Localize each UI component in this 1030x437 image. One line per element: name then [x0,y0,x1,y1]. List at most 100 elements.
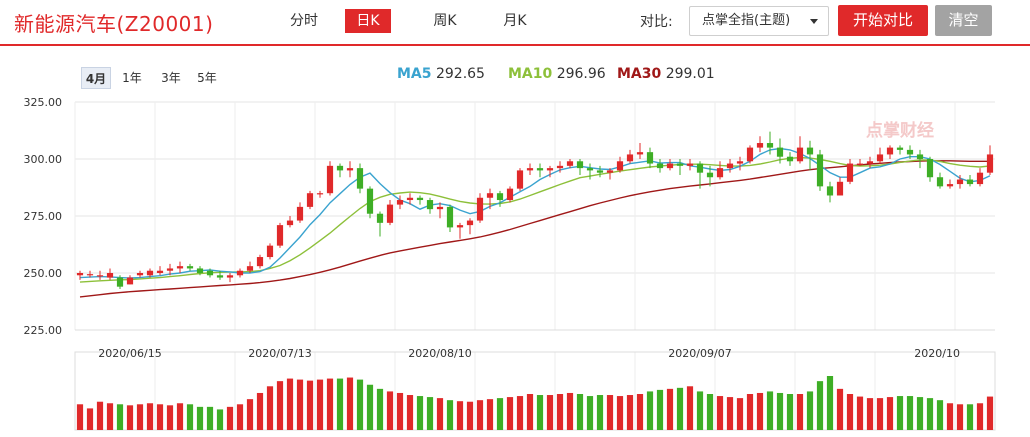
ma10-key: MA10 [508,66,553,82]
candle-body [806,147,814,155]
candle-body [106,273,114,278]
candlestick [596,165,604,178]
candle-body [76,273,84,276]
x-tick-label: 2020/06/15 [98,347,161,360]
x-tick-label: 2020/09/07 [668,347,731,360]
volume-bar [426,397,434,430]
volume-bar [836,388,844,430]
candlestick [986,145,994,175]
volume-bar [886,397,894,430]
candlestick [676,159,684,175]
candlestick [116,275,124,289]
candlestick [716,161,724,180]
candle-body [526,168,534,171]
candlestick [236,268,244,278]
candlestick [76,270,84,280]
candlestick [606,168,614,180]
candle-body [326,165,334,194]
volume-bar [906,396,914,430]
candle-body [466,220,474,226]
candle-body [236,270,244,276]
candle-body [536,168,544,171]
candle-body [796,147,804,162]
candle-body [136,273,144,276]
volume-bar [606,395,614,430]
candle-body [826,186,834,196]
candlestick [906,145,914,159]
volume-bar [156,404,164,430]
candle-body [356,168,364,189]
range-tab-3y[interactable]: 3年 [161,71,181,85]
candlestick [886,145,894,159]
candle-body [566,161,574,166]
candlestick [636,143,644,159]
candle-body [956,179,964,185]
volume-bar [676,387,684,430]
tab-period-timeshare[interactable]: 分时 [290,13,318,29]
tab-period-monthly-k[interactable]: 月K [503,13,527,29]
candlestick [316,190,324,198]
candle-body [456,225,464,228]
candlestick [486,188,494,210]
volume-bar [346,377,354,430]
ma5-legend: MA5 292.65 [397,66,485,82]
candle-body [406,197,414,201]
candlestick [546,165,554,178]
volume-bar [796,394,804,430]
candle-body [276,225,284,246]
candle-body [476,197,484,221]
candlestick [456,222,464,239]
candle-body [96,275,104,277]
candlestick [626,149,634,164]
clear-button[interactable]: 清空 [935,5,992,36]
candle-body [896,147,904,150]
tab-period-weekly-k[interactable]: 周K [433,13,457,29]
candle-body [836,181,844,196]
candle-body [636,152,644,155]
candlestick [126,275,134,285]
candle-body [246,266,254,271]
x-tick-label: 2020/08/10 [408,347,471,360]
candle-body [436,206,444,210]
candlestick [736,156,744,171]
tab-period-daily-k[interactable]: 日K [345,9,391,33]
candle-body [946,184,954,187]
volume-bar [226,406,234,430]
candlestick [706,165,714,187]
candle-body [86,274,94,276]
candlestick [196,266,204,276]
candlestick [366,186,374,219]
volume-bar [326,378,334,430]
volume-bar [436,398,444,430]
start-compare-button[interactable]: 开始对比 [838,5,928,36]
candle-body [746,147,754,162]
volume-bar [916,397,924,430]
range-tab-1y[interactable]: 1年 [122,71,142,85]
candle-body [686,163,694,166]
compare-index-select[interactable]: 点掌全指(主题) [689,6,829,36]
ma10-legend: MA10 296.96 [508,66,606,82]
candlestick [466,218,474,235]
volume-bar [706,394,714,430]
volume-bar [546,395,554,430]
candle-body [396,200,404,205]
candlestick [226,273,234,283]
candle-body [776,147,784,157]
ma5-value: 292.65 [435,66,485,82]
candlestick [936,172,944,189]
candle-body [706,172,714,178]
volume-bar [306,380,314,430]
candlestick [446,204,454,232]
range-tab-5y[interactable]: 5年 [197,71,217,85]
candlestick [846,159,854,185]
candlestick [396,195,404,210]
candle-body [786,156,794,162]
range-tab-4m[interactable]: 4月 [81,67,111,89]
candle-body [496,193,504,201]
candlestick [536,163,544,178]
candlestick [526,163,534,175]
candlestick [966,174,974,187]
candlestick [666,159,674,171]
volume-bar [936,400,944,430]
candlestick [206,268,214,278]
